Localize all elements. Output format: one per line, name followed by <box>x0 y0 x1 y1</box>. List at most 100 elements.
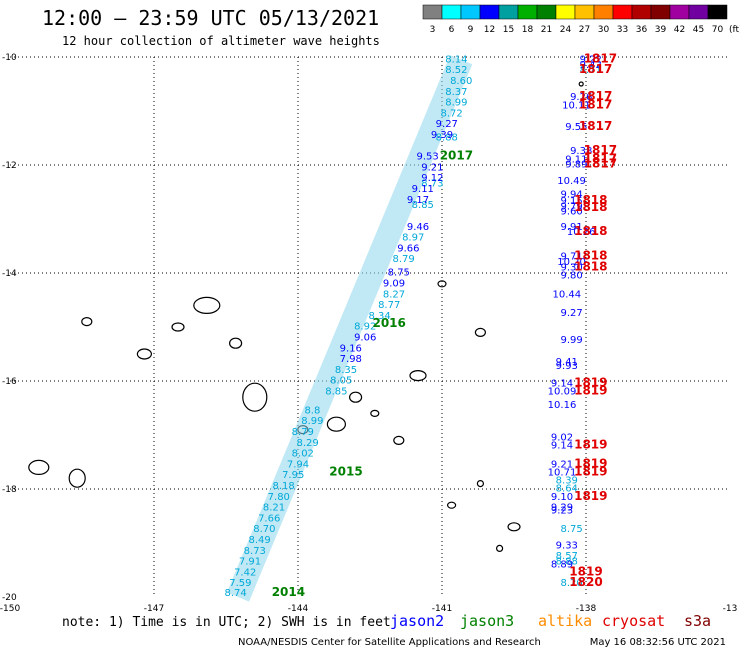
wave-height-label: 8.73 <box>421 179 443 190</box>
wave-height-label: 9.02 <box>551 432 573 443</box>
island-outline <box>68 468 86 488</box>
wave-height-label: 7.91 <box>239 557 261 568</box>
wave-height-label: 8.8 <box>304 405 320 416</box>
wave-height-label: 9.16 <box>340 343 362 354</box>
wave-height-label: 8.14 <box>445 54 467 65</box>
island-outline <box>496 544 504 553</box>
wave-height-label: 1817 <box>584 157 617 171</box>
wave-height-label: 1819 <box>574 375 607 389</box>
colorbar-swatch <box>707 4 728 20</box>
colorbar-label: 27 <box>579 25 590 35</box>
island-outline <box>229 337 243 349</box>
wave-height-label: 9.60 <box>560 207 582 218</box>
wave-height-label: 9.66 <box>397 243 419 254</box>
wave-height-label: 9.06 <box>354 333 376 344</box>
y-tick-label: -18 <box>2 485 17 495</box>
legend-satellite-altika: altika <box>538 612 592 630</box>
wave-height-label: 9.30 <box>560 262 582 273</box>
wave-height-label: 1817 <box>579 62 612 76</box>
wave-height-label: 9.14 <box>551 378 573 389</box>
wave-height-label: 8.79 <box>292 427 314 438</box>
island-outline <box>507 522 521 532</box>
wave-height-label: 9.41 <box>556 357 578 368</box>
island-outline <box>349 391 363 403</box>
x-tick-label: -141 <box>432 604 452 614</box>
wave-height-label: 9.23 <box>551 505 573 516</box>
wave-height-label: 8.20 <box>560 578 582 589</box>
colorbar-label: 3 <box>430 25 436 35</box>
wave-height-label: 7.66 <box>258 513 280 524</box>
colorbar-swatch <box>669 4 690 20</box>
wave-height-label: 8.21 <box>263 503 285 514</box>
wave-height-label: 7.80 <box>268 492 290 503</box>
colorbar-swatch <box>593 4 614 20</box>
wave-height-label: 9.09 <box>383 279 405 290</box>
x-tick-label: -144 <box>288 604 309 614</box>
wave-height-label: 8.88 <box>436 133 458 144</box>
island-outline <box>242 382 268 412</box>
colorbar-label: 6 <box>449 25 455 35</box>
wave-height-label: 8.35 <box>335 365 357 376</box>
wave-height-label: 8.57 <box>556 551 578 562</box>
wave-height-label: 9.46 <box>407 222 429 233</box>
wave-height-label: 8.37 <box>445 87 467 98</box>
satellite-track-band <box>226 55 473 602</box>
island-outline <box>393 435 405 445</box>
wave-height-label: 9.14 <box>551 441 573 452</box>
colorbar-label: 36 <box>636 25 648 35</box>
colorbar-unit: (ft) <box>729 25 740 35</box>
footer-timestamp: May 16 08:32:56 UTC 2021 <box>590 637 726 648</box>
island-outline <box>437 280 447 288</box>
wave-height-label: 10.26 <box>567 227 596 238</box>
colorbar-label: 9 <box>468 25 474 35</box>
y-tick-label: -16 <box>2 377 17 387</box>
wave-height-label: 9.38 <box>570 146 592 157</box>
legend-satellite-s3a: s3a <box>684 612 711 630</box>
island-outline <box>578 81 584 87</box>
island-outline <box>447 501 457 509</box>
wave-height-label: 9.91 <box>560 222 582 233</box>
chart-subtitle: 12 hour collection of altimeter wave hei… <box>62 34 380 48</box>
wave-height-label: 8.29 <box>296 438 318 449</box>
wave-height-label: 1817 <box>584 151 617 165</box>
y-tick-label: -10 <box>2 53 17 63</box>
legend-satellite-jason2: jason2 <box>390 612 444 630</box>
x-tick-label: -147 <box>144 604 164 614</box>
island-outline <box>171 322 185 332</box>
wave-height-label: 8.88 <box>556 557 578 568</box>
wave-height-label: 9.26 <box>570 92 592 103</box>
legend-satellite-cryosat: cryosat <box>602 612 665 630</box>
wave-height-label: 2014 <box>272 585 305 599</box>
wave-height-label: 10.11 <box>562 100 591 111</box>
colorbar-label: 15 <box>503 25 514 35</box>
wave-height-label: 1819 <box>569 564 602 578</box>
wave-height-label: 8.60 <box>450 76 472 87</box>
wave-height-label: 1818 <box>574 224 607 238</box>
colorbar-swatch <box>688 4 709 20</box>
wave-height-label: 8.71 <box>580 65 602 76</box>
island-outline <box>370 409 380 417</box>
wave-height-label: 9.27 <box>436 119 458 130</box>
island-outline <box>193 296 221 314</box>
wave-height-label: 8.89 <box>551 559 573 570</box>
wave-height-label: 7.98 <box>340 354 362 365</box>
wave-height-label: 9.10 <box>551 492 573 503</box>
wave-height-label: 9.11 <box>565 154 587 165</box>
island-outline <box>81 317 93 327</box>
wave-height-label: 9.55 <box>565 122 587 133</box>
wave-height-label: 8.73 <box>244 546 266 557</box>
wave-height-label: 1818 <box>574 193 607 207</box>
x-tick-label: -138 <box>576 604 597 614</box>
colorbar-label: 30 <box>598 25 610 35</box>
wave-height-label: 9.12 <box>421 173 443 184</box>
wave-height-label: 1817 <box>579 97 612 111</box>
wave-height-label: 1819 <box>574 456 607 470</box>
wave-height-label: 8.79 <box>392 254 414 265</box>
wave-height-label: 9.33 <box>556 540 578 551</box>
chart-title: 12:00 – 23:59 UTC 05/13/2021 <box>42 6 379 30</box>
colorbar-swatch <box>498 4 519 20</box>
wave-height-label: 1818 <box>574 249 607 263</box>
wave-height-label: 10.71 <box>548 468 577 479</box>
wave-height-label: 9.22 <box>580 54 602 65</box>
